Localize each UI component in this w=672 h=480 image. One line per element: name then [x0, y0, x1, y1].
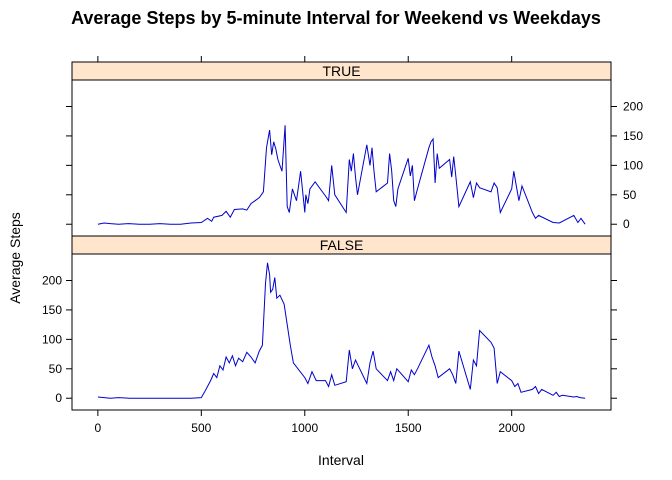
strip-label: FALSE: [320, 237, 364, 253]
y-tick-label: 0: [55, 391, 62, 405]
y-axis-label: Average Steps: [7, 212, 23, 304]
x-axis-label: Interval: [318, 452, 364, 468]
series-line-true: [97, 125, 586, 225]
x-tick-label: 1500: [395, 421, 422, 435]
panel-true: TRUE 0 50 100 150 200: [66, 61, 643, 237]
y-tick-label: 0: [623, 217, 630, 231]
x-tick-label: 0: [95, 421, 102, 435]
panel-frame: [71, 61, 612, 237]
y-tick-label: 100: [623, 158, 643, 172]
y-tick-label: 150: [623, 129, 643, 143]
y-tick-label: 50: [49, 362, 63, 376]
y-tick-label: 150: [42, 303, 62, 317]
y-tick-label: 50: [623, 188, 637, 202]
y-tick-label: 100: [42, 332, 62, 346]
x-tick-label: 2000: [498, 421, 525, 435]
chart-title: Average Steps by 5-minute Interval for W…: [71, 8, 601, 28]
x-tick-label: 1000: [291, 421, 318, 435]
series-line-false: [97, 262, 586, 399]
y-tick-label: 200: [623, 99, 643, 113]
strip-label: TRUE: [322, 63, 360, 79]
panel-frame: [71, 235, 612, 411]
panel-false: FALSE 0 50 100 150 200: [42, 235, 617, 411]
y-tick-label: 200: [42, 273, 62, 287]
x-tick-label: 500: [191, 421, 211, 435]
